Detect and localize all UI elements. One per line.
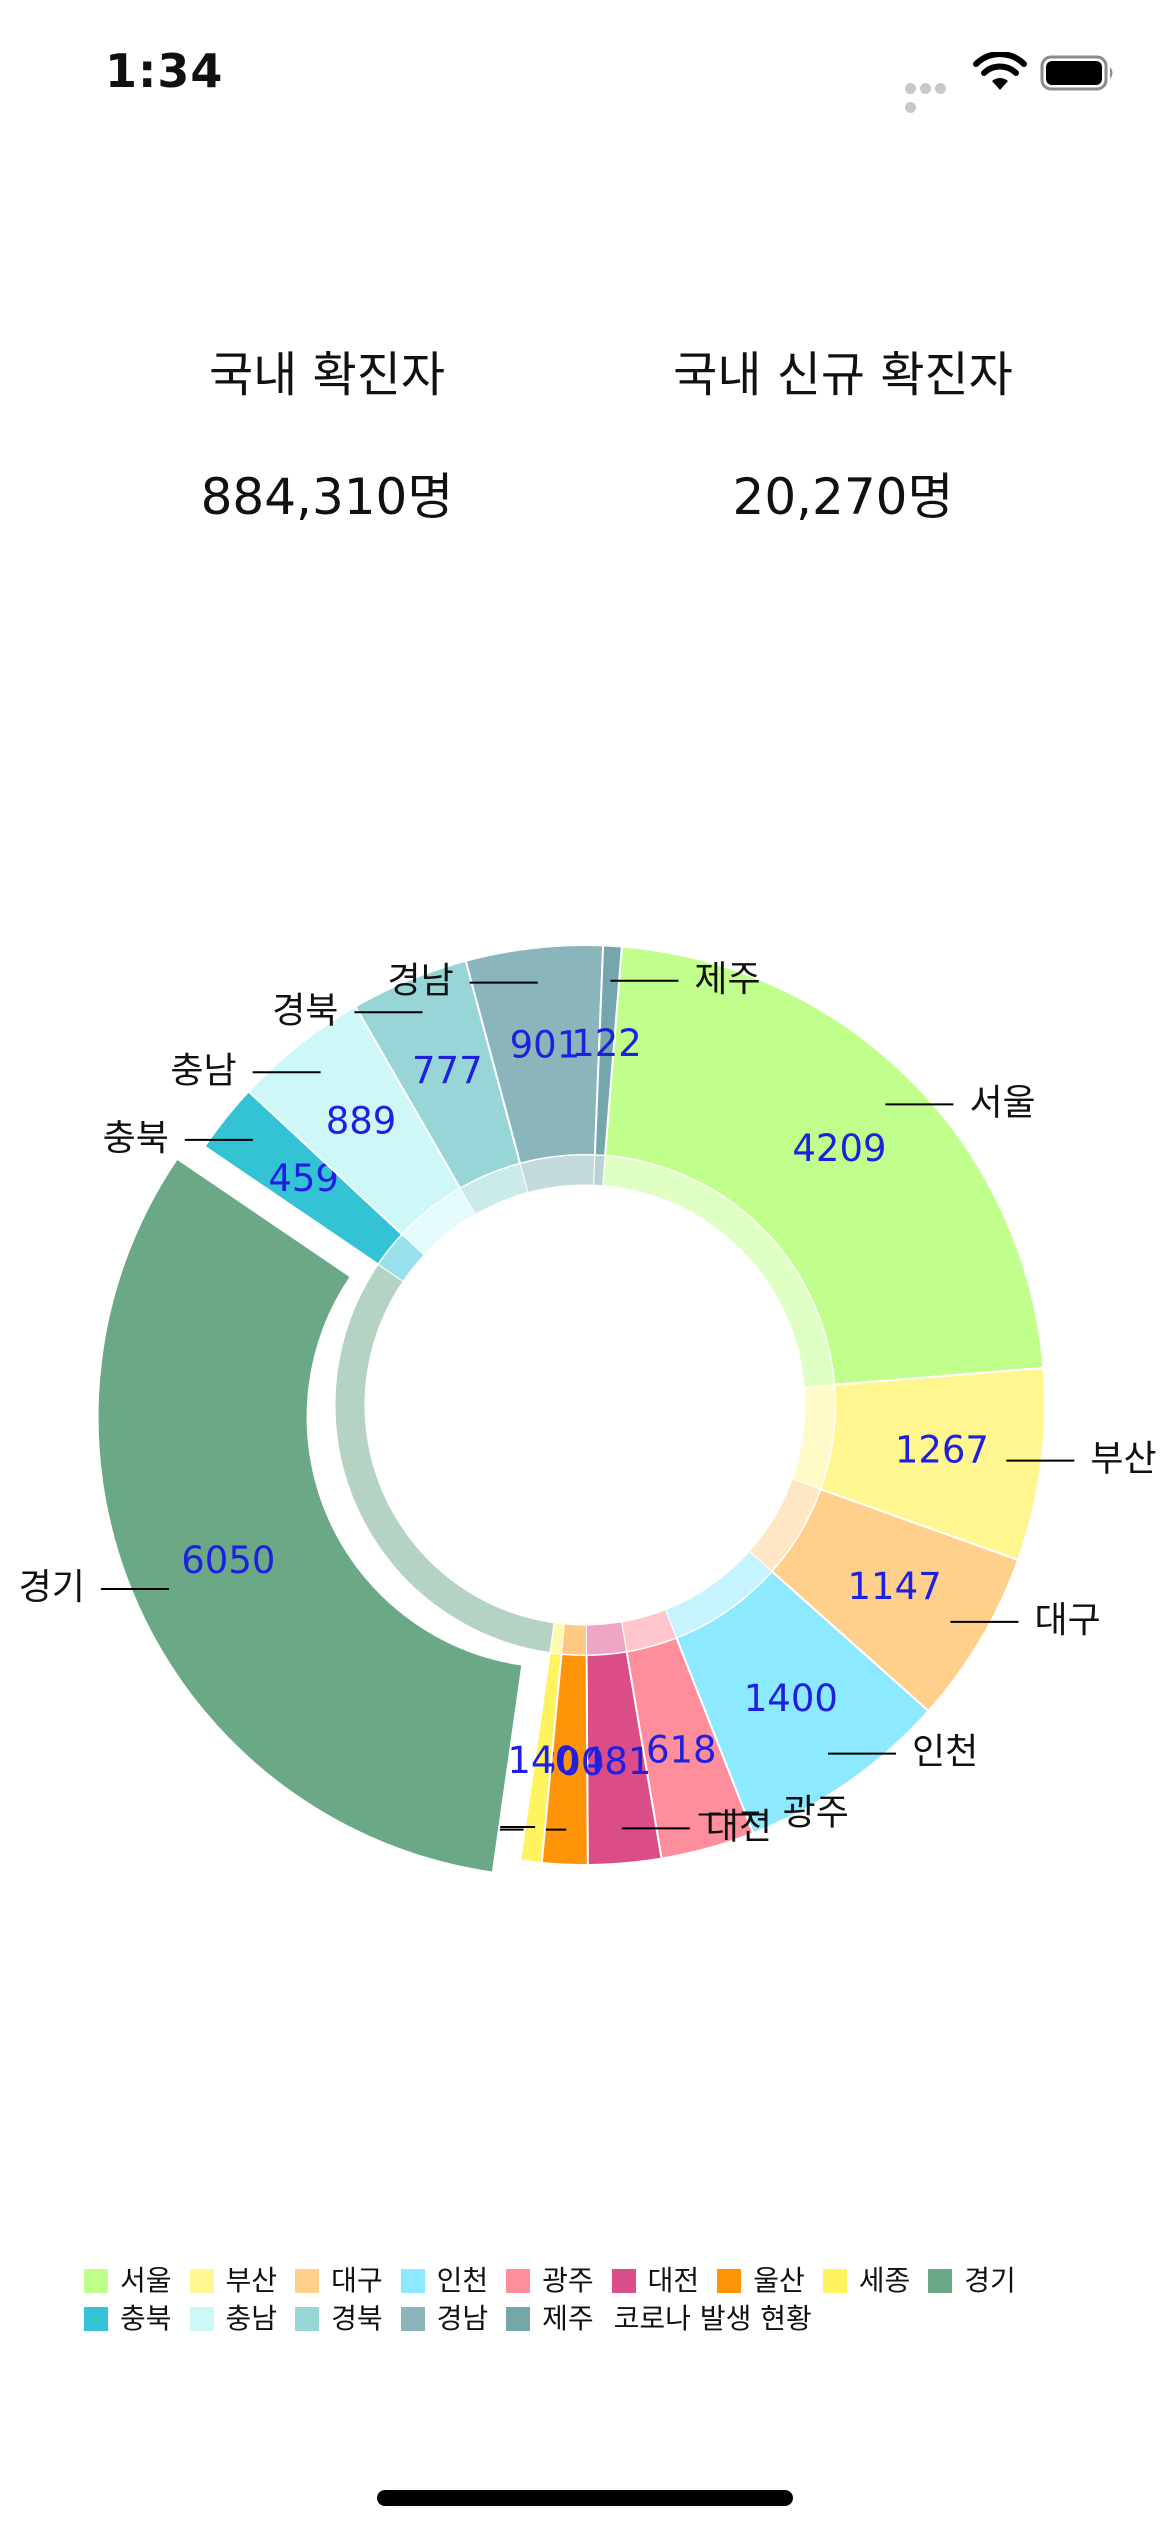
legend-swatch xyxy=(928,2269,953,2293)
chart-category-label: 충북 xyxy=(103,1118,169,1159)
chart-category-label: 인천 xyxy=(912,1732,978,1773)
chart-value-label: 140 xyxy=(507,1739,578,1782)
status-bar: 1:34 xyxy=(0,0,1170,150)
chart-legend: 서울 부산 대구 인천 광주 대전 울산 세종 경기 충북 충남 경북 경남 제주 코로나 발생 현황 xyxy=(84,2262,1104,2338)
total-cases-block: 국내 확진자 884,310명 xyxy=(117,345,537,527)
cellular-signal-icon xyxy=(905,79,963,113)
legend-label: 대구 xyxy=(331,2264,383,2297)
chart-slice-band-경남 xyxy=(519,1154,596,1194)
total-cases-label: 국내 확진자 xyxy=(208,347,446,403)
wifi-icon xyxy=(973,52,1027,90)
legend-label: 경남 xyxy=(436,2302,489,2335)
chart-value-label: 1267 xyxy=(895,1429,989,1472)
legend-label: 서울 xyxy=(120,2264,172,2297)
legend-item: 충북 xyxy=(84,2300,172,2338)
chart-value-label: 889 xyxy=(326,1100,397,1143)
legend-swatch xyxy=(84,2269,108,2293)
legend-swatch xyxy=(189,2307,214,2331)
legend-item: 대전 xyxy=(611,2262,700,2300)
legend-swatch xyxy=(506,2269,531,2293)
chart-category-label: 경남 xyxy=(387,961,453,1002)
legend-swatch xyxy=(189,2269,214,2293)
chart-value-label: 4209 xyxy=(792,1127,886,1170)
legend-label: 부산 xyxy=(225,2264,278,2297)
chart-slice-band-대전 xyxy=(585,1621,628,1656)
legend-label: 제주 xyxy=(542,2302,594,2335)
chart-value-label: 777 xyxy=(412,1049,483,1092)
legend-label: 대전 xyxy=(647,2264,700,2297)
chart-category-label: 경기 xyxy=(19,1567,85,1608)
chart-category-label: 부산 xyxy=(1090,1439,1156,1480)
status-time: 1:34 xyxy=(105,44,224,98)
chart-value-label: 481 xyxy=(581,1740,652,1783)
legend-label: 세종 xyxy=(858,2264,911,2297)
legend-item: 대구 xyxy=(295,2262,383,2300)
chart-value-label: 122 xyxy=(571,1022,642,1065)
legend-row: 충북 충남 경북 경남 제주 코로나 발생 현황 xyxy=(84,2300,1104,2338)
home-indicator[interactable] xyxy=(377,2490,793,2506)
legend-swatch xyxy=(506,2307,531,2331)
region-donut-chart[interactable]: 4209서울1267부산1147대구1400인천618광주481대전300울산1… xyxy=(0,840,1170,1940)
legend-swatch xyxy=(400,2269,425,2293)
new-cases-value: 20,270명 xyxy=(732,468,954,526)
legend-item: 경기 xyxy=(928,2262,1016,2300)
legend-item: 부산 xyxy=(189,2262,278,2300)
chart-value-label: 901 xyxy=(510,1024,581,1067)
legend-item: 제주 xyxy=(506,2300,594,2338)
legend-swatch xyxy=(295,2269,320,2293)
legend-item: 광주 xyxy=(506,2262,594,2300)
legend-swatch xyxy=(611,2269,636,2293)
legend-label: 경기 xyxy=(964,2264,1016,2297)
chart-value-label: 1147 xyxy=(847,1565,941,1608)
legend-item: 충남 xyxy=(189,2300,278,2338)
chart-category-label: 충남 xyxy=(170,1050,236,1091)
battery-icon xyxy=(1040,55,1113,91)
chart-category-label: 경북 xyxy=(272,990,338,1031)
legend-swatch xyxy=(717,2269,742,2293)
legend-swatch xyxy=(84,2307,108,2331)
chart-value-label: 6050 xyxy=(181,1539,275,1582)
total-cases-value: 884,310명 xyxy=(200,468,454,526)
chart-value-label: 1400 xyxy=(744,1677,838,1720)
legend-item: 인천 xyxy=(400,2262,489,2300)
legend-label: 충남 xyxy=(225,2302,278,2335)
chart-category-label: 제주 xyxy=(694,959,760,1000)
legend-item: 세종 xyxy=(822,2262,911,2300)
chart-value-label: 618 xyxy=(646,1728,717,1771)
legend-item: 경북 xyxy=(295,2300,383,2338)
legend-swatch xyxy=(295,2307,320,2331)
legend-label: 충북 xyxy=(120,2302,172,2335)
legend-swatch xyxy=(822,2269,847,2293)
chart-category-label: 대전 xyxy=(706,1806,772,1847)
legend-label: 경북 xyxy=(331,2302,383,2335)
legend-label: 울산 xyxy=(753,2264,805,2297)
chart-slice-band-제주 xyxy=(593,1154,606,1187)
chart-category-label: 광주 xyxy=(783,1793,849,1834)
legend-item: 서울 xyxy=(84,2262,172,2300)
chart-description: 코로나 발생 현황 xyxy=(613,2302,812,2335)
legend-label: 인천 xyxy=(436,2264,489,2297)
legend-row: 서울 부산 대구 인천 광주 대전 울산 세종 경기 xyxy=(84,2262,1104,2300)
legend-item: 경남 xyxy=(400,2300,489,2338)
new-cases-label: 국내 신규 확진자 xyxy=(673,347,1013,403)
chart-category-label: 대구 xyxy=(1034,1600,1100,1641)
legend-item: 울산 xyxy=(717,2262,805,2300)
legend-swatch xyxy=(400,2307,425,2331)
new-cases-block: 국내 신규 확진자 20,270명 xyxy=(633,345,1053,527)
chart-slice-경기[interactable] xyxy=(96,1157,524,1874)
legend-label: 광주 xyxy=(542,2264,594,2297)
chart-slice-band-울산 xyxy=(560,1623,588,1656)
chart-category-label: 서울 xyxy=(969,1082,1035,1123)
